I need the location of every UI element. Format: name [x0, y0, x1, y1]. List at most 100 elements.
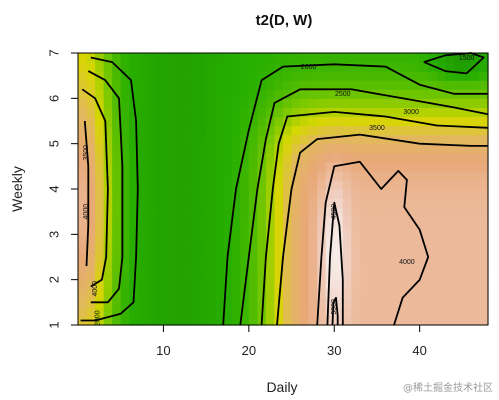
- heat-cell: [214, 198, 224, 208]
- heat-cell: [342, 98, 352, 108]
- heat-cell: [163, 270, 173, 281]
- heat-cell: [342, 315, 352, 326]
- heat-cell: [428, 170, 438, 181]
- heat-cell: [291, 279, 301, 290]
- heat-cell: [436, 134, 446, 145]
- heat-cell: [411, 216, 421, 226]
- heat-cell: [385, 306, 395, 317]
- heat-cell: [325, 62, 335, 72]
- heat-cell: [291, 71, 301, 81]
- heat-cell: [462, 234, 472, 244]
- heat-cell: [445, 62, 455, 72]
- heat-cell: [206, 297, 216, 308]
- heat-cell: [479, 62, 489, 72]
- heat-cell: [342, 216, 352, 226]
- heat-cell: [325, 225, 335, 235]
- heat-cell: [78, 170, 88, 181]
- heat-cell: [154, 116, 165, 127]
- heat-cell: [470, 161, 481, 172]
- x-tick-label: 30: [327, 343, 341, 358]
- heat-cell: [206, 107, 216, 118]
- heat-cell: [257, 297, 267, 308]
- heat-cell: [86, 252, 96, 263]
- heat-cell: [240, 98, 250, 108]
- heat-cell: [283, 252, 293, 263]
- heat-cell: [334, 288, 344, 299]
- heat-cell: [368, 143, 378, 154]
- heat-cell: [368, 98, 378, 108]
- heat-cell: [163, 53, 173, 63]
- heat-cell: [470, 261, 481, 272]
- heat-cell: [154, 270, 165, 281]
- heat-cell: [308, 152, 318, 163]
- heat-cell: [189, 53, 199, 63]
- heat-cell: [291, 179, 301, 190]
- heat-cell: [411, 306, 421, 317]
- heat-cell: [411, 107, 421, 118]
- heat-cell: [120, 315, 130, 326]
- heat-cell: [334, 297, 344, 308]
- heat-cell: [171, 297, 182, 308]
- heat-cell: [359, 270, 370, 281]
- heat-cell: [171, 225, 182, 235]
- heat-cell: [470, 179, 481, 190]
- contour-label: 2500: [335, 91, 351, 98]
- heat-cell: [411, 207, 421, 217]
- heat-cell: [300, 297, 310, 308]
- heat-cell: [479, 297, 489, 308]
- heat-cell: [120, 125, 130, 136]
- heat-cell: [376, 98, 387, 108]
- heat-cell: [146, 207, 156, 217]
- heat-cell: [342, 116, 352, 127]
- heat-cell: [274, 179, 284, 190]
- heat-cell: [154, 179, 165, 190]
- heat-cell: [411, 225, 421, 235]
- heat-cell: [351, 270, 361, 281]
- heat-cell: [359, 225, 370, 235]
- heat-cell: [214, 216, 224, 226]
- heat-cell: [479, 306, 489, 317]
- heat-cell: [351, 243, 361, 254]
- heat-cell: [189, 261, 199, 272]
- heat-cell: [300, 134, 310, 145]
- heat-cell: [206, 189, 216, 199]
- heat-cell: [283, 53, 293, 63]
- heat-cell: [368, 315, 378, 326]
- heat-cell: [445, 53, 455, 63]
- heat-cell: [325, 315, 335, 326]
- heat-cell: [376, 161, 387, 172]
- heat-cell: [351, 288, 361, 299]
- heat-cell: [428, 198, 438, 208]
- heat-cell: [214, 288, 224, 299]
- heat-cell: [223, 270, 233, 281]
- heat-cell: [419, 270, 429, 281]
- heat-cell: [342, 252, 352, 263]
- heat-cell: [197, 125, 207, 136]
- heat-cell: [86, 134, 96, 145]
- heat-cell: [171, 107, 182, 118]
- heat-cell: [95, 207, 105, 217]
- heat-cell: [411, 53, 421, 63]
- heat-cell: [95, 80, 105, 90]
- contour-line: [83, 120, 90, 267]
- heat-cell: [120, 207, 130, 217]
- heat-cell: [137, 315, 147, 326]
- heat-cell: [462, 179, 472, 190]
- heat-cell: [359, 198, 370, 208]
- heat-cell: [86, 80, 96, 90]
- heat-cell: [402, 225, 412, 235]
- heat-cell: [257, 62, 267, 72]
- heat-cell: [197, 116, 207, 127]
- heat-cell: [129, 216, 139, 226]
- heat-cell: [180, 134, 190, 145]
- heat-cell: [308, 234, 318, 244]
- heat-cell: [189, 143, 199, 154]
- heat-cell: [171, 161, 182, 172]
- heat-cell: [283, 134, 293, 145]
- heat-cell: [137, 270, 147, 281]
- heat-cell: [129, 270, 139, 281]
- heat-cell: [206, 234, 216, 244]
- heat-cell: [248, 243, 258, 254]
- heat-cell: [180, 207, 190, 217]
- heat-cell: [248, 288, 258, 299]
